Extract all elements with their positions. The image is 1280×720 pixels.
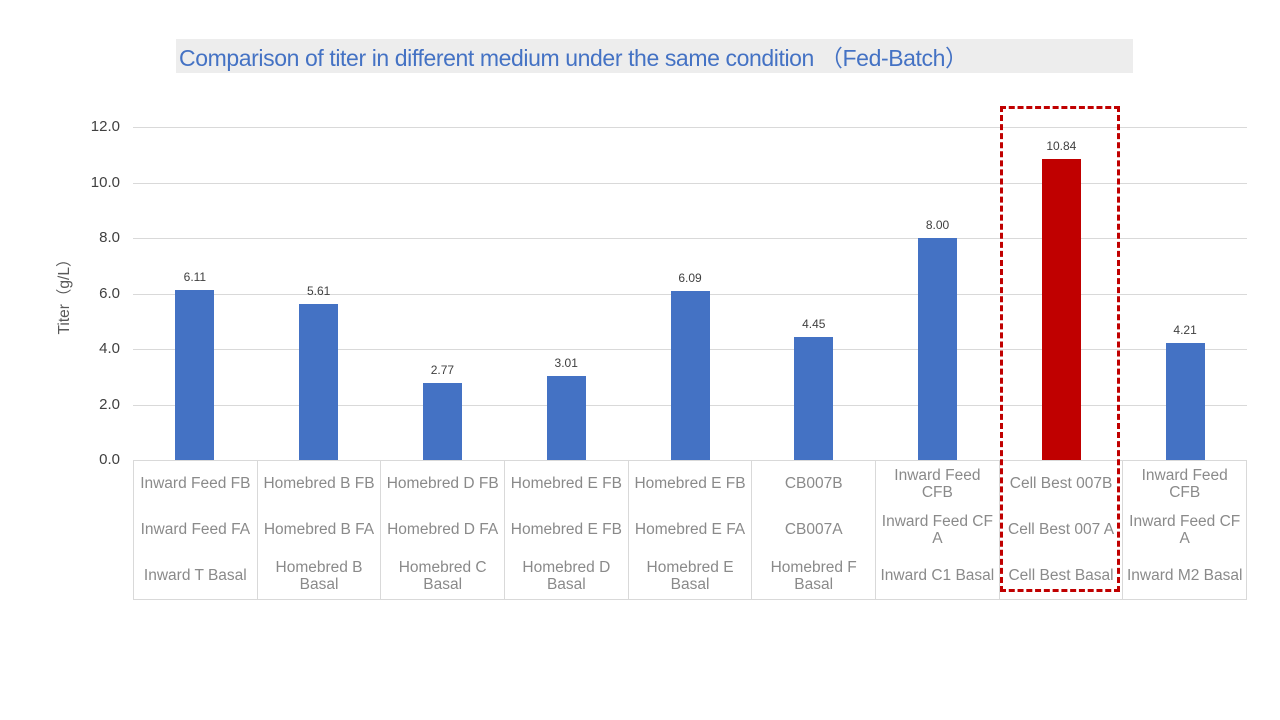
- bar-value-label: 6.09: [678, 271, 702, 285]
- bar-value-label: 4.21: [1173, 323, 1197, 338]
- x-axis-category-cell: Cell Best Basal: [1008, 567, 1114, 585]
- x-axis-category-cell: Homebred E FB: [510, 521, 622, 539]
- gridline: [133, 182, 1247, 184]
- x-axis-category-cell: Homebred B FA: [263, 521, 375, 539]
- x-axis-category-cell: Homebred B FB: [263, 475, 375, 493]
- bar-value-label: 3.01: [554, 356, 578, 371]
- x-axis-category-cell: Inward Feed CFB: [1141, 466, 1228, 501]
- bar-highlighted: [1041, 159, 1081, 460]
- x-axis-category-cell: Inward M2 Basal: [1126, 567, 1243, 585]
- x-axis-category-cell: Homebred B Basal: [275, 558, 363, 593]
- x-axis-category-cell: CB007B: [784, 475, 843, 493]
- y-axis-tick-label: 6.0: [99, 284, 120, 302]
- x-axis-category-cell: Inward C1 Basal: [880, 567, 995, 585]
- x-axis-category-column: Homebred E FB Homebred E FA Homebred E Bas…: [629, 461, 753, 599]
- bar: [794, 336, 834, 460]
- bar: [918, 238, 958, 460]
- bar: [670, 291, 710, 460]
- x-axis-category-cell: Inward Feed CFB: [894, 466, 981, 501]
- x-axis-category-column: Homebred D FB Homebred D FA Homebred C Bas…: [381, 461, 506, 599]
- x-axis-category-cell: Inward Feed CF A: [881, 512, 993, 547]
- bar: [299, 304, 339, 460]
- x-axis-category-column: Cell Best 007B Cell Best 007 A Cell Best B…: [1000, 461, 1124, 599]
- x-axis-category-cell: Homebred D Basal: [522, 558, 611, 593]
- y-axis-title: Titer（g/L）: [56, 251, 73, 335]
- x-axis-category-table: Inward Feed FB Inward Feed FA Inward T Bas…: [133, 460, 1247, 600]
- x-axis-category-cell: Homebred C Basal: [398, 558, 487, 593]
- y-axis-tick-label: 0.0: [99, 451, 120, 468]
- x-axis-category-cell: Cell Best 007B: [1009, 475, 1113, 493]
- y-axis-tick-label: 2.0: [99, 395, 120, 413]
- x-axis-category-cell: Homebred E FA: [634, 521, 746, 539]
- bar-value-label: 2.77: [430, 363, 455, 378]
- bar: [546, 376, 586, 460]
- bar-value-label: 6.11: [183, 270, 207, 285]
- gridline: [133, 238, 1247, 239]
- x-axis-category-cell: Inward Feed FA: [140, 521, 251, 539]
- y-axis-tick-label: 8.0: [99, 229, 120, 246]
- gridline: [133, 127, 1247, 128]
- x-axis-category-cell: Homebred F Basal: [770, 558, 857, 593]
- bar: [422, 383, 462, 460]
- x-axis-category-cell: Homebred E Basal: [646, 558, 734, 593]
- chart-title-band: Comparison of titer in different medium …: [176, 39, 1133, 73]
- y-axis-tick-label: 12.0: [90, 118, 120, 135]
- x-axis-category-column: Homebred E FB Homebred E FB Homebred D Bas…: [505, 461, 629, 599]
- chart-title: Comparison of titer in different medium …: [179, 45, 968, 71]
- x-axis-category-column: Inward Feed CFB Inward Feed CF A Inward C1…: [876, 461, 1000, 599]
- bar-value-label: 4.45: [802, 316, 826, 331]
- x-axis-category-cell: Inward T Basal: [143, 567, 247, 585]
- x-axis-category-cell: Cell Best 007 A: [1008, 521, 1115, 539]
- x-axis-category-cell: Inward Feed CF A: [1129, 512, 1241, 547]
- bar: [175, 290, 215, 460]
- bar-value-label: 8.00: [925, 218, 950, 232]
- x-axis-category-cell: Homebred D FA: [387, 521, 499, 539]
- bar-value-label: 5.61: [306, 284, 331, 299]
- x-axis-category-cell: Inward Feed FB: [140, 475, 251, 493]
- x-axis-category-column: Homebred B FB Homebred B FA Homebred B Bas…: [258, 461, 382, 599]
- x-axis-category-cell: Homebred D FB: [386, 475, 499, 493]
- x-axis-category-cell: Homebred E FB: [510, 475, 622, 493]
- x-axis-category-cell: Homebred E FB: [634, 475, 746, 493]
- bar-value-label: 10.84: [1046, 139, 1077, 154]
- x-axis-category-column: CB007B CB007A Homebred F Basal: [752, 461, 877, 599]
- y-axis-tick-label: 4.0: [99, 340, 120, 357]
- x-axis-category-column: Inward Feed CFB Inward Feed CF A Inward M2…: [1123, 461, 1246, 599]
- x-axis-category-cell: CB007A: [784, 521, 843, 539]
- bar: [1165, 343, 1205, 460]
- x-axis-category-column: Inward Feed FB Inward Feed FA Inward T Bas…: [134, 461, 258, 599]
- y-axis-tick-label: 10.0: [90, 173, 120, 191]
